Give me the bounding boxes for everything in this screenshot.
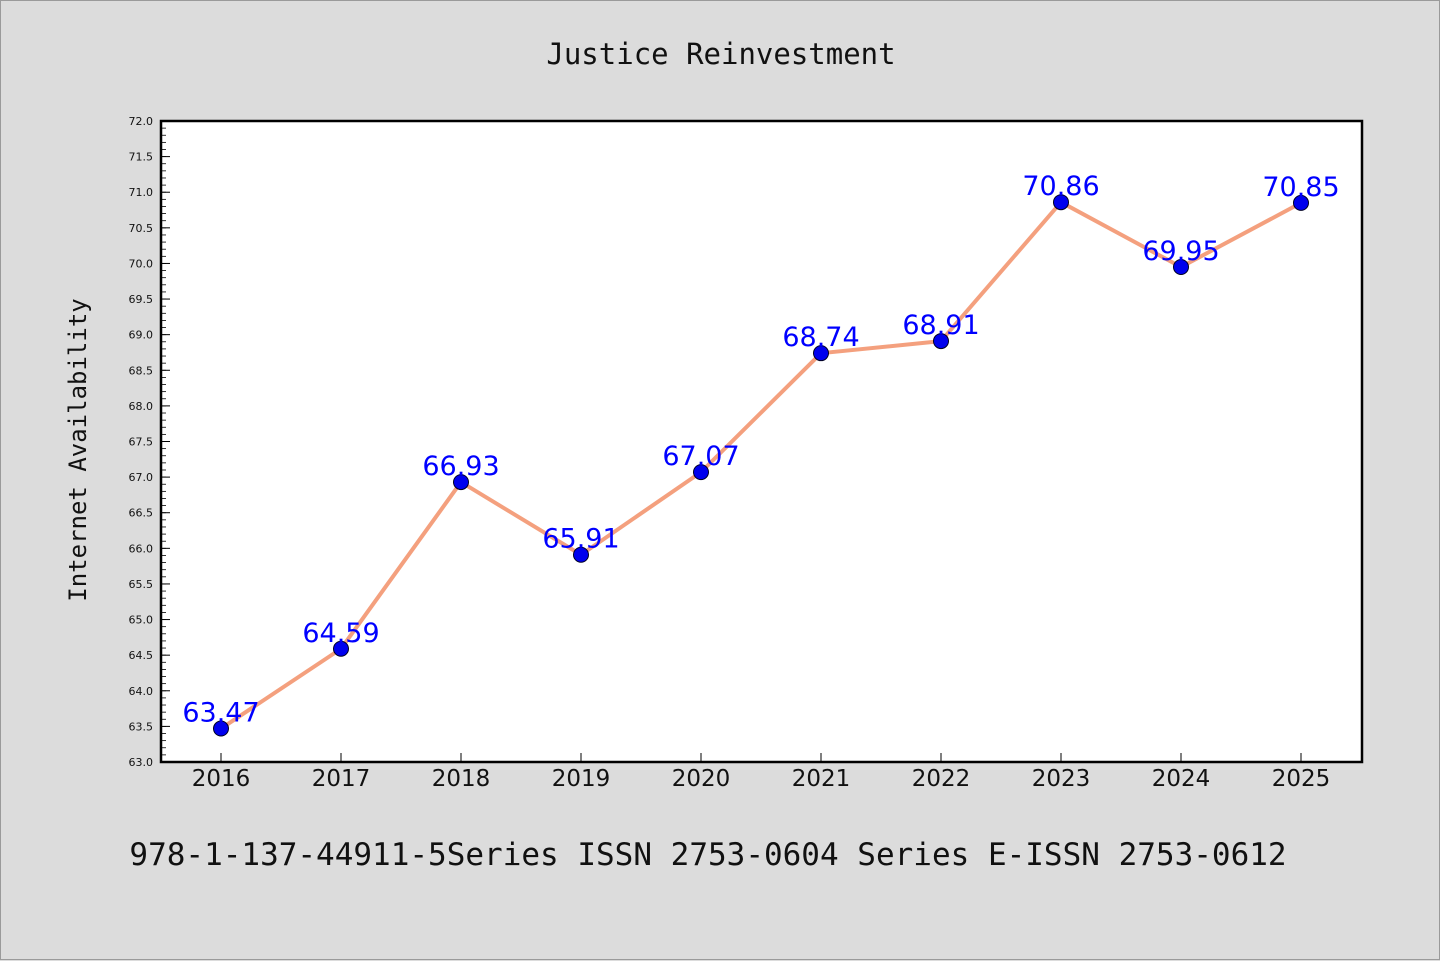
axis-ticks: 63.0 63.5 64.0 64.5 65.0 65.5 66.0 66.5 67.0 67.5… — [129, 115, 1331, 792]
x-tick-label: 2018 — [432, 766, 491, 792]
y-tick-label: 72.0 — [129, 115, 154, 128]
x-tick-label: 2024 — [1152, 766, 1211, 792]
data-label: 68.74 — [782, 322, 859, 353]
y-tick-label: 70.0 — [129, 257, 154, 270]
data-point — [933, 333, 949, 350]
plot-frame — [159, 119, 1364, 764]
data-point — [1053, 194, 1069, 211]
x-tick-label: 2021 — [792, 766, 851, 792]
data-label: 68.91 — [902, 310, 979, 341]
data-point — [213, 720, 229, 737]
y-tick-label: 69.5 — [129, 293, 154, 306]
series-line — [219, 200, 1303, 731]
y-tick-label: 67.0 — [129, 471, 154, 484]
data-point — [813, 345, 829, 362]
data-point — [693, 464, 709, 481]
y-tick-label: 68.0 — [129, 400, 154, 413]
y-tick-label: 71.0 — [129, 186, 154, 199]
data-label: 70.85 — [1262, 172, 1339, 203]
footer-identifier: 978-1-137-44911-5Series ISSN 2753-0604 S… — [129, 837, 1286, 873]
y-tick-label: 70.5 — [129, 222, 154, 235]
data-point — [453, 474, 469, 491]
data-label: 65.91 — [542, 524, 619, 555]
y-tick-label: 63.0 — [129, 756, 154, 769]
x-tick-label: 2017 — [312, 766, 371, 792]
y-tick-label: 71.5 — [129, 151, 154, 164]
y-tick-label: 63.5 — [129, 720, 154, 733]
x-tick-label: 2019 — [552, 766, 611, 792]
x-tick-label: 2022 — [912, 766, 971, 792]
y-tick-label: 64.5 — [129, 649, 154, 662]
y-tick-label: 66.0 — [129, 542, 154, 555]
y-tick-label: 65.5 — [129, 578, 154, 591]
data-label: 64.59 — [302, 618, 379, 649]
x-tick-label: 2025 — [1272, 766, 1331, 792]
y-tick-label: 69.0 — [129, 329, 154, 342]
y-axis-label: Internet Availability — [64, 298, 92, 601]
data-label: 70.86 — [1022, 171, 1099, 202]
plot-area — [161, 121, 1362, 762]
x-tick-label: 2016 — [192, 766, 251, 792]
y-tick-label: 66.5 — [129, 507, 154, 520]
data-label: 67.07 — [662, 441, 739, 472]
data-point — [1173, 259, 1189, 276]
data-point — [573, 546, 589, 563]
data-label: 69.95 — [1142, 236, 1219, 267]
x-tick-label: 2020 — [672, 766, 731, 792]
y-tick-label: 68.5 — [129, 364, 154, 377]
x-tick-label: 2023 — [1032, 766, 1091, 792]
y-tick-label: 65.0 — [129, 614, 154, 627]
data-label: 66.93 — [422, 451, 499, 482]
data-point — [333, 640, 349, 657]
chart-title: Justice Reinvestment — [546, 37, 895, 71]
data-series: 63.47 64.59 66.93 65.91 67.07 68.74 68.91 70.86… — [182, 171, 1340, 737]
data-point — [1293, 194, 1309, 211]
y-tick-label: 64.0 — [129, 685, 154, 698]
data-label: 63.47 — [182, 698, 259, 729]
y-tick-label: 67.5 — [129, 436, 154, 449]
